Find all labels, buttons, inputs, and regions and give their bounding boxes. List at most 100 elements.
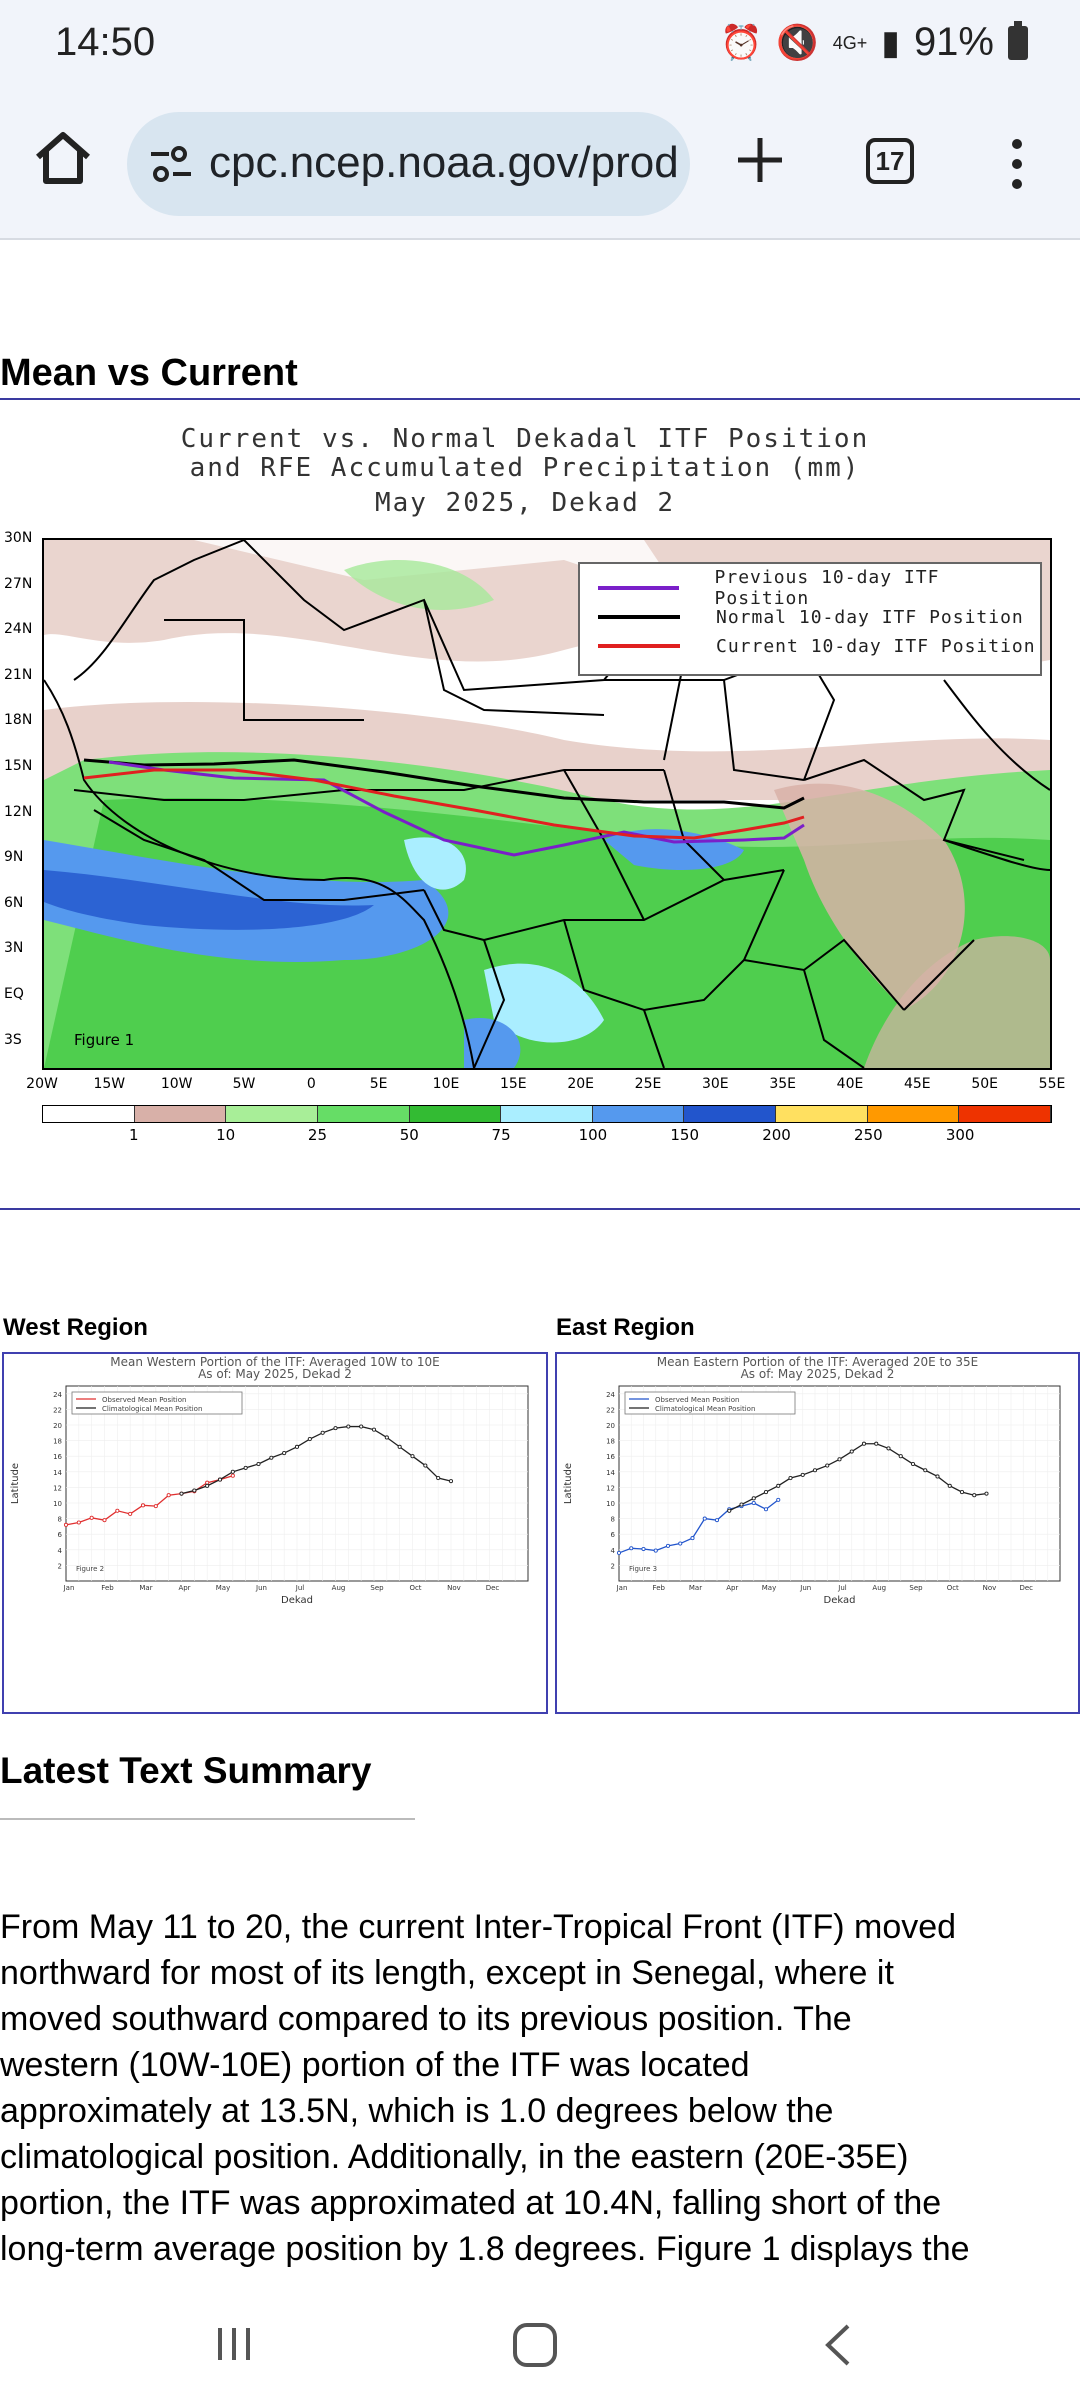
- map-y-tick: 27N: [4, 575, 33, 592]
- map-x-tick: 20W: [26, 1076, 58, 1092]
- chart-point: [812, 1468, 818, 1473]
- map-x-tick: 15E: [499, 1076, 527, 1092]
- status-bar: 14:50 ⏰ 🔇 4G+ ▮ 91%: [0, 0, 1080, 90]
- summary-heading: Latest Text Summary: [0, 1750, 372, 1791]
- mute-icon: 🔇: [776, 23, 819, 62]
- chart-point: [935, 1474, 940, 1479]
- chart-legend-label: Climatological Mean Position: [655, 1405, 755, 1413]
- status-icons: ⏰ 🔇 4G+ ▮ 91%: [720, 20, 1028, 65]
- chart-y-tick: 8: [611, 1516, 615, 1524]
- chart-point: [714, 1518, 720, 1523]
- summary-line: western (10W-10E) portion of the ITF was…: [0, 2046, 750, 2084]
- chart-y-label: Latitude: [10, 1463, 21, 1504]
- chart-point: [727, 1508, 732, 1513]
- map-y-tick: EQ: [4, 986, 24, 1002]
- map-x-tick: 15W: [93, 1076, 126, 1092]
- chart-y-tick: 6: [58, 1531, 63, 1539]
- chart-point: [243, 1465, 248, 1470]
- chart-x-tick: Apr: [726, 1584, 738, 1592]
- chart-y-tick: 22: [606, 1406, 615, 1414]
- figure1-title-line1: Current vs. Normal Dekadal ITF Position: [180, 424, 870, 454]
- map-x-tick: 10W: [160, 1076, 193, 1092]
- chart-point: [307, 1436, 312, 1442]
- west-region-chart: Mean Western Portion of the ITF: Average…: [2, 1352, 548, 1714]
- colorbar-segment: [134, 1106, 227, 1122]
- chart-point: [763, 1507, 769, 1512]
- address-bar[interactable]: cpc.ncep.noaa.gov/prod: [127, 112, 690, 216]
- url-text: cpc.ncep.noaa.gov/prod: [209, 138, 679, 187]
- legend-current: Current 10-day ITF Position: [598, 632, 1036, 660]
- colorbar-label: 1: [129, 1126, 139, 1144]
- summary-underline: [0, 1818, 415, 1820]
- chart-point: [410, 1454, 415, 1459]
- back-icon[interactable]: [820, 2322, 856, 2368]
- map-x-tick: 0: [306, 1076, 316, 1092]
- map-y-tick: 30N: [4, 530, 33, 546]
- chart-series-line: [65, 1475, 234, 1526]
- map-y-tick: 3S: [4, 1031, 22, 1048]
- chart-point: [800, 1472, 805, 1477]
- chart-figure-label: Figure 2: [76, 1565, 104, 1573]
- chart-point: [751, 1500, 756, 1506]
- home-nav-icon[interactable]: [510, 2320, 560, 2370]
- chart-point: [898, 1454, 903, 1459]
- map-x-tick: 20E: [567, 1076, 594, 1092]
- chart-x-tick: Dec: [1019, 1584, 1033, 1592]
- colorbar-label: 25: [307, 1126, 327, 1144]
- chart-point: [179, 1491, 184, 1496]
- chart-point: [616, 1550, 622, 1555]
- chart-point: [397, 1444, 402, 1449]
- map-y-tick: 6N: [4, 894, 24, 911]
- colorbar-label: 200: [762, 1126, 791, 1144]
- chart-x-tick: Mar: [689, 1584, 702, 1592]
- chart-point: [269, 1455, 274, 1460]
- chart-x-tick: May: [216, 1584, 230, 1592]
- chart-point: [448, 1479, 454, 1484]
- summary-line: moved southward compared to its previous…: [0, 2000, 852, 2038]
- map-x-tick: 30E: [701, 1076, 729, 1092]
- east-region-title: East Region: [556, 1314, 695, 1341]
- chart-point: [690, 1536, 695, 1541]
- chart-y-tick: 12: [606, 1484, 615, 1492]
- chart-y-tick: 14: [53, 1469, 62, 1477]
- colorbar-label: 50: [399, 1126, 419, 1144]
- chart-point: [910, 1461, 916, 1467]
- itf-position-map-figure: Current vs. Normal Dekadal ITF Position …: [0, 400, 1080, 1180]
- system-nav-bar: [0, 2300, 1080, 2400]
- chart-point: [230, 1469, 235, 1474]
- overflow-menu-icon[interactable]: [1002, 134, 1032, 194]
- east-region-chart: Mean Eastern Portion of the ITF: Average…: [555, 1352, 1080, 1714]
- chart-x-tick: Aug: [872, 1584, 886, 1592]
- legend-swatch-previous: [598, 586, 679, 590]
- section-heading-mean: Mean vs Current: [0, 352, 298, 394]
- summary-text: From May 11 to 20, the current Inter-Tro…: [0, 1904, 1080, 2272]
- home-icon[interactable]: [30, 125, 96, 191]
- colorbar-label: 300: [945, 1126, 975, 1144]
- chart-y-tick: 20: [53, 1422, 62, 1430]
- tab-switcher-button[interactable]: 17: [866, 138, 914, 184]
- new-tab-icon[interactable]: [728, 128, 792, 192]
- chart-x-tick: Jan: [616, 1584, 628, 1592]
- chart-point: [849, 1449, 854, 1454]
- chart-point: [947, 1483, 952, 1488]
- map-x-tick: 40E: [836, 1076, 864, 1092]
- chart-legend-label: Observed Mean Position: [655, 1396, 739, 1404]
- chart-y-tick: 24: [606, 1391, 615, 1399]
- chart-point: [423, 1463, 428, 1468]
- legend-swatch-current: [598, 644, 680, 648]
- chart-point: [333, 1426, 338, 1431]
- chart-x-tick: Jun: [799, 1584, 811, 1592]
- chart-point: [984, 1491, 989, 1496]
- recent-apps-icon[interactable]: [212, 2322, 256, 2366]
- chart-point: [346, 1424, 351, 1429]
- chart-legend-label: Climatological Mean Position: [102, 1405, 202, 1413]
- site-settings-icon[interactable]: [147, 140, 195, 188]
- chart-x-label: Dekad: [281, 1595, 313, 1606]
- current-itf-line: [83, 768, 805, 840]
- map-figure-label: Figure 1: [74, 1031, 134, 1049]
- chart-point: [702, 1516, 707, 1521]
- chart-x-tick: Aug: [332, 1584, 346, 1592]
- chart-y-tick: 20: [606, 1422, 615, 1430]
- chart-point: [89, 1515, 94, 1520]
- chart-point: [128, 1511, 133, 1516]
